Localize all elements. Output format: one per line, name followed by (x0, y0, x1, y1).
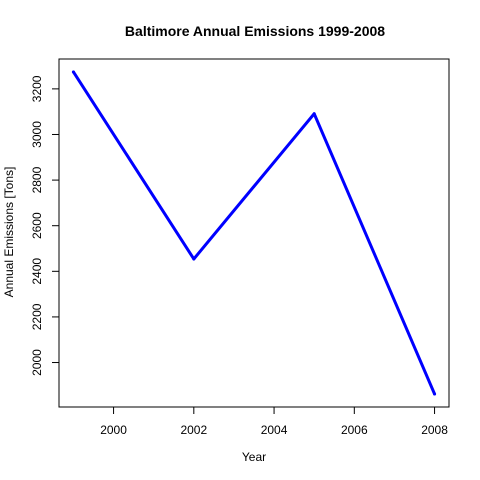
data-point (433, 392, 437, 396)
x-axis-label: Year (242, 450, 266, 464)
y-axis-label: Annual Emissions [Tons] (2, 167, 16, 298)
y-tick-label: 2800 (30, 166, 44, 193)
x-tick-label: 2004 (261, 423, 288, 437)
x-tick-label: 2000 (100, 423, 127, 437)
x-axis: 2000 2002 2004 2006 2008 (100, 407, 448, 437)
chart-title: Baltimore Annual Emissions 1999-2008 (125, 23, 385, 39)
y-tick-label: 3200 (30, 75, 44, 102)
series-group (71, 70, 437, 396)
y-tick-label: 2600 (30, 212, 44, 239)
x-tick-label: 2006 (341, 423, 368, 437)
series-line (71, 70, 437, 396)
plot-frame (58, 58, 450, 408)
y-tick-label: 2400 (30, 258, 44, 285)
data-point (312, 112, 316, 116)
data-point (192, 257, 196, 261)
x-tick-label: 2008 (421, 423, 448, 437)
y-tick-label: 3000 (30, 121, 44, 148)
x-tick-label: 2002 (180, 423, 207, 437)
y-tick-label: 2200 (30, 303, 44, 330)
y-axis: 2000 2200 2400 2600 2800 3000 3200 (30, 75, 59, 376)
y-tick-label: 2000 (30, 349, 44, 376)
data-point (71, 70, 75, 74)
